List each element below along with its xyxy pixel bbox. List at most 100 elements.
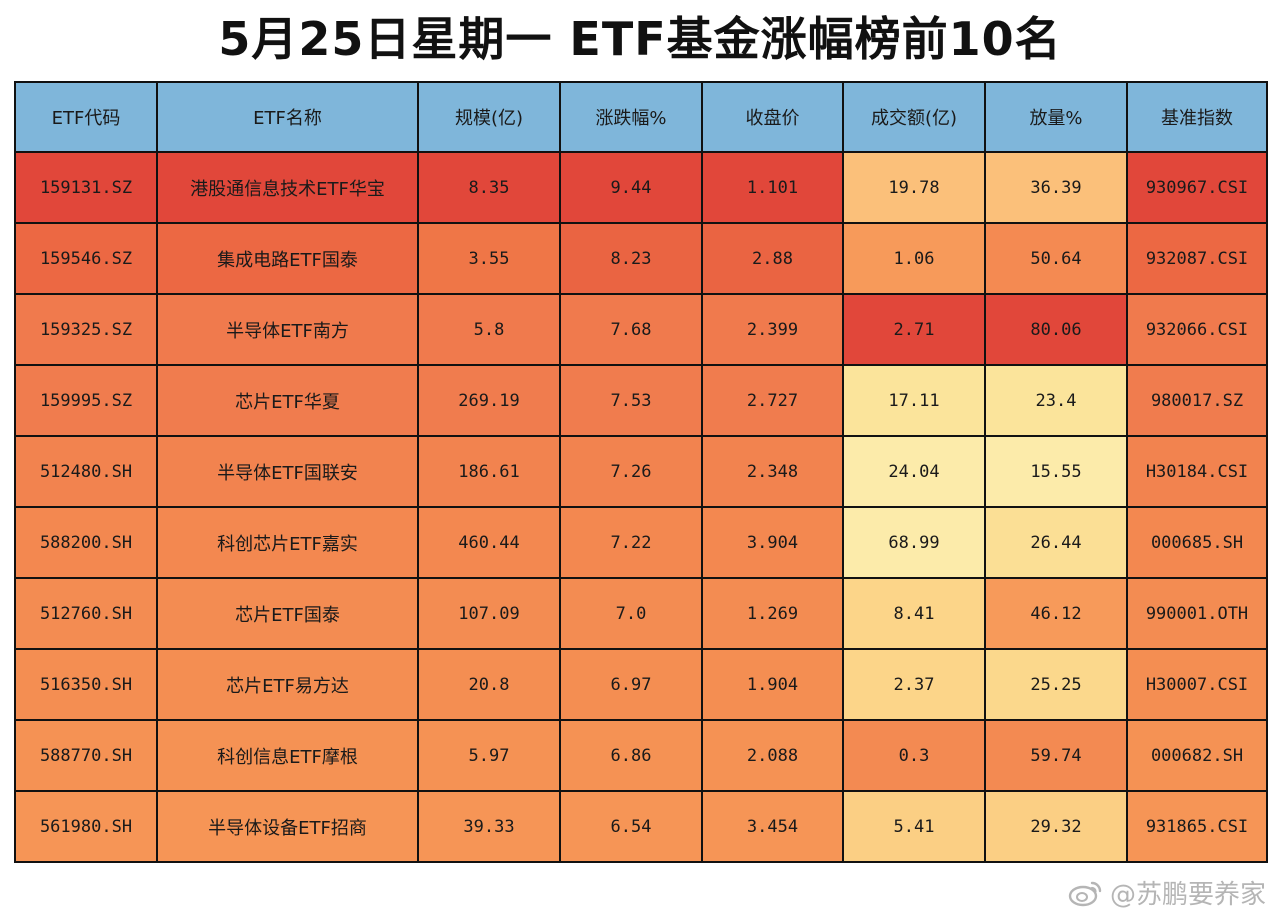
- table-cell: 25.25: [984, 648, 1128, 721]
- table-cell: 7.22: [559, 506, 703, 579]
- table-cell: 36.39: [984, 151, 1128, 224]
- header-cell: 成交额(亿): [842, 81, 986, 153]
- table-cell: 932066.CSI: [1126, 293, 1268, 366]
- table-cell: 7.0: [559, 577, 703, 650]
- table-cell: 1.904: [701, 648, 844, 721]
- table-cell: 980017.SZ: [1126, 364, 1268, 437]
- table-cell: 29.32: [984, 790, 1128, 863]
- table-cell: 芯片ETF易方达: [156, 648, 419, 721]
- table-cell: 2.348: [701, 435, 844, 508]
- header-cell: ETF名称: [156, 81, 419, 153]
- watermark-text: @苏鹏要养家: [1109, 880, 1266, 910]
- table-row: 159546.SZ 集成电路ETF国泰 3.55 8.23 2.88 1.06 50.64 9…: [14, 222, 1268, 295]
- table-cell: 990001.OTH: [1126, 577, 1268, 650]
- table-cell: 港股通信息技术ETF华宝: [156, 151, 419, 224]
- table-cell: 2.37: [842, 648, 986, 721]
- table-cell: 科创信息ETF摩根: [156, 719, 419, 792]
- table-cell: 17.11: [842, 364, 986, 437]
- table-cell: 2.088: [701, 719, 844, 792]
- table-cell: 80.06: [984, 293, 1128, 366]
- header-cell: ETF代码: [14, 81, 158, 153]
- table-cell: 3.55: [417, 222, 561, 295]
- table-cell: 269.19: [417, 364, 561, 437]
- table-cell: 561980.SH: [14, 790, 158, 863]
- table-cell: 159546.SZ: [14, 222, 158, 295]
- table-cell: 59.74: [984, 719, 1128, 792]
- table-cell: H30184.CSI: [1126, 435, 1268, 508]
- table-cell: 24.04: [842, 435, 986, 508]
- table-row: 512480.SH 半导体ETF国联安 186.61 7.26 2.348 24.04 15…: [14, 435, 1268, 508]
- table-cell: 19.78: [842, 151, 986, 224]
- table-cell: 26.44: [984, 506, 1128, 579]
- table-cell: 512760.SH: [14, 577, 158, 650]
- table-row: 588770.SH 科创信息ETF摩根 5.97 6.86 2.088 0.3 59.74 0…: [14, 719, 1268, 792]
- table-cell: 1.101: [701, 151, 844, 224]
- table-cell: 46.12: [984, 577, 1128, 650]
- table-cell: 科创芯片ETF嘉实: [156, 506, 419, 579]
- table-cell: 8.23: [559, 222, 703, 295]
- table-cell: 7.26: [559, 435, 703, 508]
- table-cell: 芯片ETF国泰: [156, 577, 419, 650]
- table-cell: 6.54: [559, 790, 703, 863]
- table-row: 159325.SZ 半导体ETF南方 5.8 7.68 2.399 2.71 80.06 93…: [14, 293, 1268, 366]
- watermark: @苏鹏要养家: [1068, 874, 1266, 911]
- table-cell: 5.41: [842, 790, 986, 863]
- table-cell: 159325.SZ: [14, 293, 158, 366]
- table-cell: 20.8: [417, 648, 561, 721]
- page-title: 5月25日星期一 ETF基金涨幅榜前10名: [218, 12, 1062, 66]
- table-cell: 107.09: [417, 577, 561, 650]
- table-cell: 3.904: [701, 506, 844, 579]
- etf-ranking-table: ETF代码 ETF名称 规模(亿) 涨跌幅% 收盘价 成交额(亿) 放量% 基准…: [14, 81, 1268, 863]
- table-cell: 7.68: [559, 293, 703, 366]
- table-cell: 159131.SZ: [14, 151, 158, 224]
- table-body: 159131.SZ 港股通信息技术ETF华宝 8.35 9.44 1.101 19.78 3…: [14, 151, 1268, 863]
- table-cell: 1.269: [701, 577, 844, 650]
- table-row: 588200.SH 科创芯片ETF嘉实 460.44 7.22 3.904 68.99 26…: [14, 506, 1268, 579]
- table-cell: 68.99: [842, 506, 986, 579]
- table-cell: 半导体ETF国联安: [156, 435, 419, 508]
- table-row: 516350.SH 芯片ETF易方达 20.8 6.97 1.904 2.37 25.25 H…: [14, 648, 1268, 721]
- table-cell: 000682.SH: [1126, 719, 1268, 792]
- table-cell: 8.35: [417, 151, 561, 224]
- header-cell: 放量%: [984, 81, 1128, 153]
- table-cell: 2.399: [701, 293, 844, 366]
- table-cell: 588770.SH: [14, 719, 158, 792]
- table-cell: 460.44: [417, 506, 561, 579]
- table-cell: 588200.SH: [14, 506, 158, 579]
- table-cell: 半导体ETF南方: [156, 293, 419, 366]
- table-cell: 2.88: [701, 222, 844, 295]
- table-cell: 芯片ETF华夏: [156, 364, 419, 437]
- table-cell: 2.71: [842, 293, 986, 366]
- table-cell: 50.64: [984, 222, 1128, 295]
- header-cell: 规模(亿): [417, 81, 561, 153]
- table-cell: 931865.CSI: [1126, 790, 1268, 863]
- table-header-row: ETF代码 ETF名称 规模(亿) 涨跌幅% 收盘价 成交额(亿) 放量% 基准…: [14, 81, 1268, 153]
- table-row: 512760.SH 芯片ETF国泰 107.09 7.0 1.269 8.41 46.12 9…: [14, 577, 1268, 650]
- table-row: 561980.SH 半导体设备ETF招商 39.33 6.54 3.454 5.41 29.…: [14, 790, 1268, 863]
- table-cell: 932087.CSI: [1126, 222, 1268, 295]
- header-cell: 涨跌幅%: [559, 81, 703, 153]
- table-cell: 7.53: [559, 364, 703, 437]
- table-cell: 8.41: [842, 577, 986, 650]
- table-cell: 159995.SZ: [14, 364, 158, 437]
- header-cell: 基准指数: [1126, 81, 1268, 153]
- table-cell: 9.44: [559, 151, 703, 224]
- table-cell: 3.454: [701, 790, 844, 863]
- table-cell: 5.97: [417, 719, 561, 792]
- table-cell: 512480.SH: [14, 435, 158, 508]
- table-cell: 930967.CSI: [1126, 151, 1268, 224]
- table-row: 159131.SZ 港股通信息技术ETF华宝 8.35 9.44 1.101 19.78 3…: [14, 151, 1268, 224]
- table-cell: 半导体设备ETF招商: [156, 790, 419, 863]
- table-cell: 23.4: [984, 364, 1128, 437]
- table-cell: 000685.SH: [1126, 506, 1268, 579]
- table-cell: 186.61: [417, 435, 561, 508]
- table-cell: 39.33: [417, 790, 561, 863]
- table-cell: H30007.CSI: [1126, 648, 1268, 721]
- table-cell: 1.06: [842, 222, 986, 295]
- table-cell: 5.8: [417, 293, 561, 366]
- table-cell: 6.86: [559, 719, 703, 792]
- table-cell: 15.55: [984, 435, 1128, 508]
- table-cell: 6.97: [559, 648, 703, 721]
- table-cell: 集成电路ETF国泰: [156, 222, 419, 295]
- table-cell: 0.3: [842, 719, 986, 792]
